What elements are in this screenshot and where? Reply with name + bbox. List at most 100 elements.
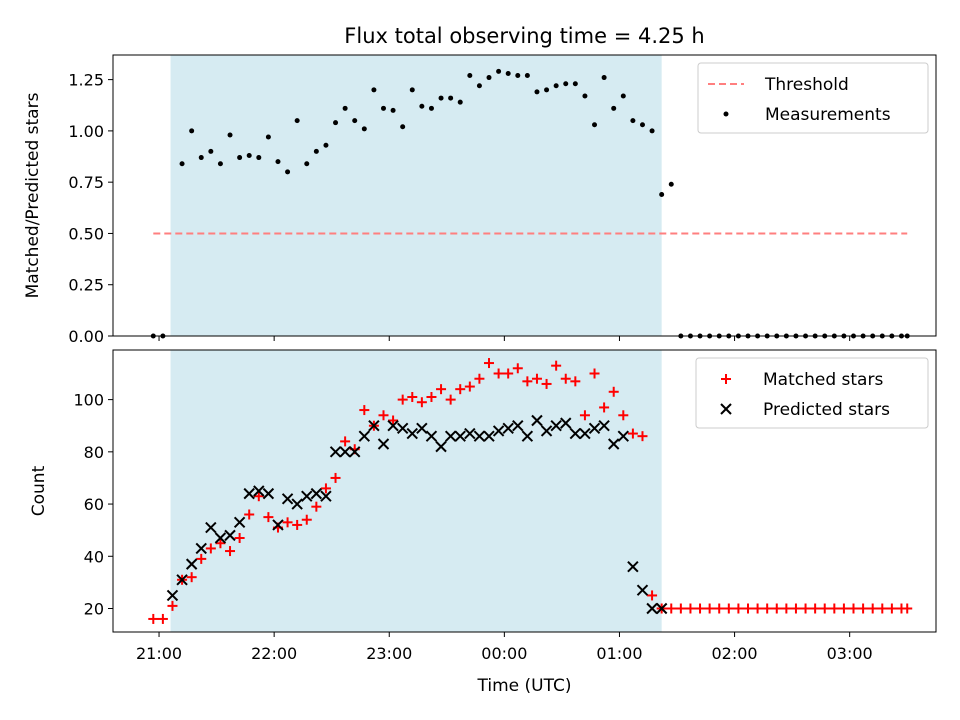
bottom-y-ticks: 20 40 60 80 100	[73, 391, 113, 619]
predicted-star-point	[358, 430, 371, 442]
top-legend: Threshold Measurements	[697, 62, 929, 134]
predicted-star-point	[339, 446, 351, 458]
measurement-point	[505, 70, 511, 76]
predicted-star-point	[579, 427, 591, 440]
measurement-point	[189, 128, 195, 134]
measurement-point	[524, 73, 530, 79]
predicted-star-point	[569, 427, 582, 440]
bottom-y-tick-label: 100	[73, 391, 104, 410]
measurement-point	[217, 161, 223, 167]
measurement-point	[544, 87, 550, 93]
x-tick-label: 00:00	[481, 644, 527, 663]
legend-measurements-swatch	[723, 111, 729, 117]
predicted-star-point	[272, 519, 284, 531]
legend-predicted-marker	[720, 403, 732, 415]
bottom-panel: 20 40 60 80 100 21:00 22:00 23:00 00:00 01:00 02:…	[29, 336, 937, 696]
legend-threshold-label: Threshold	[764, 75, 849, 95]
predicted-star-point	[406, 427, 418, 440]
predicted-star-point	[195, 542, 207, 555]
predicted-star-point	[301, 490, 313, 502]
top-y-tick-label: 1.25	[68, 71, 104, 90]
predicted-star-point	[253, 485, 265, 497]
bottom-y-axis-label: Count	[29, 465, 49, 516]
x-tick-label: 21:00	[136, 644, 182, 663]
measurement-point	[496, 68, 502, 74]
measurement-point	[438, 95, 444, 101]
measurement-point	[668, 181, 674, 187]
bottom-legend-box	[695, 357, 929, 429]
predicted-star-point	[483, 430, 495, 442]
predicted-star-point	[646, 602, 658, 615]
measurement-point	[659, 191, 665, 197]
measurement-point	[649, 128, 655, 134]
measurement-point	[208, 148, 214, 154]
measurement-point	[265, 134, 271, 140]
bottom-y-tick-label: 20	[84, 600, 104, 619]
predicted-star-point	[598, 420, 610, 432]
legend-predicted-label: Predicted stars	[763, 400, 890, 420]
top-legend-box	[697, 62, 929, 134]
chart-title: Flux total observing time = 4.25 h	[344, 24, 704, 48]
bottom-y-tick-label: 60	[84, 495, 104, 514]
predicted-star-point	[492, 425, 505, 437]
measurement-point	[563, 81, 569, 87]
measurement-point	[457, 99, 463, 105]
bottom-legend: Matched stars Predicted stars	[695, 357, 929, 429]
measurement-point	[237, 155, 243, 161]
measurement-point	[620, 93, 626, 99]
measurement-point	[256, 155, 262, 161]
predicted-star-point	[368, 420, 380, 432]
x-ticks: 21:00 22:00 23:00 00:00 01:00 02:00 03:00	[136, 336, 873, 663]
measurement-point	[313, 148, 319, 154]
predicted-star-point	[205, 521, 217, 534]
measurement-point	[198, 155, 204, 161]
predicted-star-point	[329, 446, 342, 458]
measurement-point	[515, 73, 521, 79]
predicted-star-point	[435, 440, 447, 453]
measurement-point	[534, 89, 540, 95]
x-tick-label: 01:00	[596, 644, 642, 663]
bottom-axes-frame	[112, 349, 937, 633]
top-axes-frame	[112, 54, 937, 337]
top-y-tick-label: 1.00	[68, 122, 104, 141]
predicted-star-point	[560, 417, 572, 429]
measurement-point	[352, 118, 358, 124]
measurement-point	[428, 105, 434, 111]
predicted-star-point	[512, 420, 524, 432]
predicted-star-point	[454, 430, 466, 442]
measurement-point	[179, 161, 185, 167]
measurement-point	[409, 87, 415, 93]
x-tick-label: 02:00	[712, 644, 758, 663]
predicted-star-point	[425, 430, 438, 442]
legend-predicted-swatch	[720, 403, 732, 415]
measurement-point	[611, 105, 617, 111]
predicted-star-point	[310, 487, 323, 500]
measurement-point	[246, 153, 252, 159]
measurement-point	[285, 169, 291, 175]
measurement-point	[371, 87, 377, 93]
top-plot-marks	[150, 68, 910, 339]
predicted-star-point	[617, 430, 630, 442]
top-y-tick-label: 0.75	[68, 173, 104, 192]
predicted-star-point	[636, 584, 649, 596]
predicted-star-point	[655, 602, 668, 615]
measurement-point	[380, 105, 386, 111]
predicted-star-point	[502, 422, 514, 435]
predicted-star-point	[473, 430, 486, 442]
predicted-star-point	[444, 430, 457, 442]
measurement-point	[486, 75, 492, 81]
measurement-point	[553, 83, 559, 89]
observing-window-shade-top	[170, 55, 662, 336]
legend-matched-label: Matched stars	[763, 370, 883, 390]
predicted-star-point	[607, 438, 620, 450]
predicted-star-point	[166, 589, 179, 602]
observing-window-shade-bottom	[170, 350, 662, 632]
measurement-point	[476, 83, 482, 89]
x-tick-label: 03:00	[827, 644, 873, 663]
measurement-point	[390, 107, 396, 113]
bottom-y-tick-label: 40	[84, 547, 104, 566]
predicted-star-point	[185, 558, 198, 570]
measurement-point	[400, 124, 406, 130]
measurement-point	[227, 132, 233, 138]
predicted-star-point	[387, 420, 399, 432]
